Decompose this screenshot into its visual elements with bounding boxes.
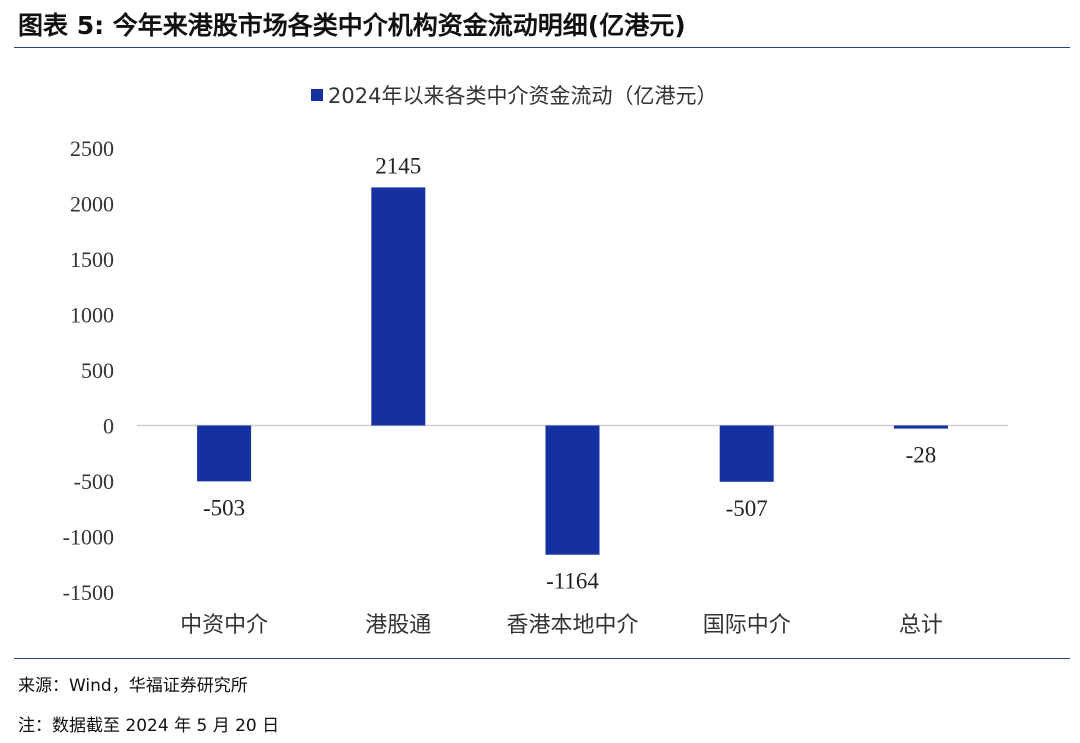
legend-label: 2024年以来各类中介资金流动（亿港元） (328, 84, 717, 108)
y-axis: 2500 2000 1500 1000 500 0 -500 -1000 -1500 (63, 136, 114, 605)
footnote: 注：数据截至 2024 年 5 月 20 日 (18, 716, 280, 736)
y-tick-label: 1500 (70, 247, 114, 272)
bar (893, 425, 948, 429)
y-tick-label: 0 (103, 414, 114, 439)
legend-swatch (311, 89, 323, 101)
bar (719, 425, 774, 482)
footer-divider (14, 658, 1070, 659)
x-tick-label: 港股通 (365, 613, 431, 638)
y-tick-label: 2000 (70, 192, 114, 217)
data-label: -503 (203, 495, 245, 520)
bar (197, 425, 252, 482)
data-label: -507 (726, 496, 768, 521)
bar-chart: 2024年以来各类中介资金流动（亿港元） 2500 2000 1500 1000 500… (63, 84, 1008, 638)
y-tick-label: -1000 (63, 525, 114, 550)
figure-title: 图表 5: 今年来港股市场各类中介机构资金流动明细(亿港元) (18, 11, 686, 40)
y-tick-label: 1000 (70, 303, 114, 328)
chart-legend: 2024年以来各类中介资金流动（亿港元） (311, 84, 717, 108)
bar (545, 425, 600, 555)
y-tick-label: -500 (74, 469, 114, 494)
x-axis: 中资中介 港股通 香港本地中介 国际中介 总计 (180, 613, 943, 638)
y-tick-label: -1500 (63, 580, 114, 605)
x-tick-label: 香港本地中介 (506, 613, 638, 638)
source-note: 来源：Wind，华福证券研究所 (18, 676, 248, 696)
x-tick-label: 国际中介 (703, 613, 791, 638)
title-divider (14, 47, 1070, 48)
y-tick-label: 2500 (70, 136, 114, 161)
bar (371, 187, 426, 426)
x-tick-label: 中资中介 (180, 613, 268, 638)
y-tick-label: 500 (81, 358, 114, 383)
data-label: 2145 (375, 153, 421, 178)
data-label: -1164 (546, 569, 599, 594)
data-label: -28 (906, 443, 937, 468)
bar-series (197, 187, 948, 555)
data-labels: -503 2145 -1164 -507 -28 (203, 153, 936, 593)
x-tick-label: 总计 (899, 613, 943, 638)
